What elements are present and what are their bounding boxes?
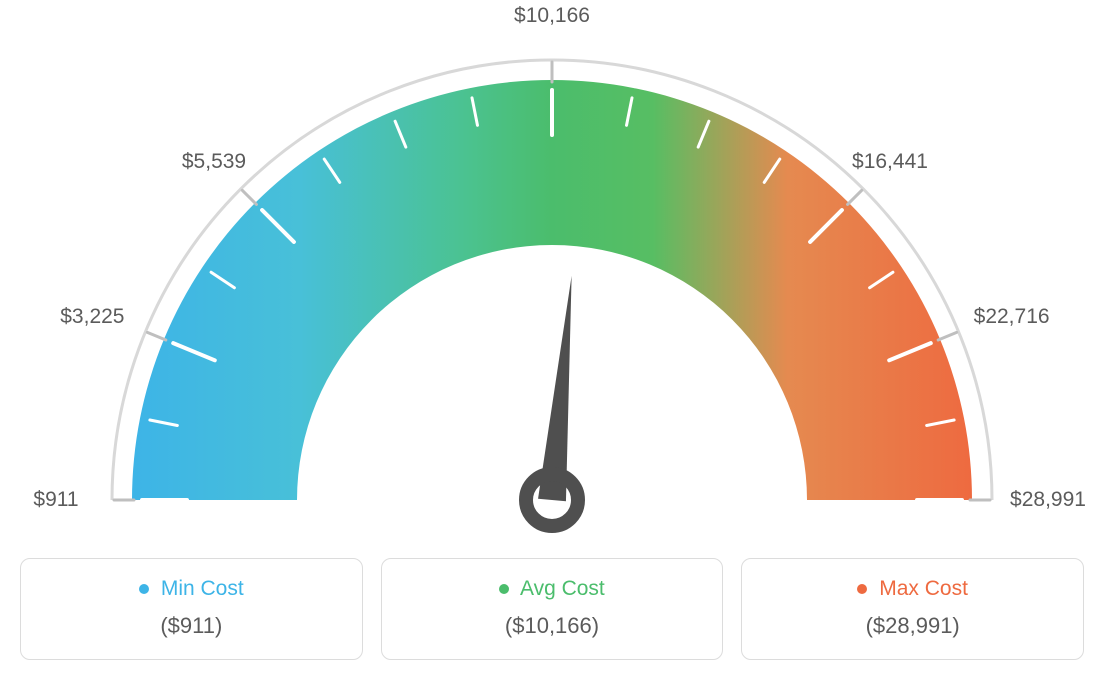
legend-card-min: Min Cost ($911) [20, 558, 363, 660]
dot-icon [139, 584, 149, 594]
gauge-tick-label: $28,991 [1010, 488, 1086, 512]
legend-title-avg-text: Avg Cost [520, 577, 605, 600]
legend-title-max-text: Max Cost [879, 577, 968, 600]
legend-value-min: ($911) [31, 613, 352, 639]
gauge-tick-label: $3,225 [60, 305, 124, 329]
legend-card-avg: Avg Cost ($10,166) [381, 558, 724, 660]
legend-title-max: Max Cost [752, 577, 1073, 601]
gauge-tick-label: $911 [33, 488, 78, 512]
dot-icon [857, 584, 867, 594]
legend-title-min-text: Min Cost [161, 577, 244, 600]
legend-value-avg: ($10,166) [392, 613, 713, 639]
gauge-tick-label: $22,716 [974, 305, 1050, 329]
gauge-tick-label: $16,441 [852, 150, 928, 174]
legend-title-avg: Avg Cost [392, 577, 713, 601]
legend-value-max: ($28,991) [752, 613, 1073, 639]
legend-row: Min Cost ($911) Avg Cost ($10,166) Max C… [20, 558, 1084, 660]
gauge-area: $911$3,225$5,539$10,166$16,441$22,716$28… [20, 20, 1084, 540]
gauge-tick-label: $10,166 [514, 4, 590, 28]
gauge-svg [20, 20, 1084, 540]
gauge-chart-container: $911$3,225$5,539$10,166$16,441$22,716$28… [20, 20, 1084, 660]
dot-icon [499, 584, 509, 594]
gauge-tick-label: $5,539 [182, 150, 246, 174]
legend-title-min: Min Cost [31, 577, 352, 601]
legend-card-max: Max Cost ($28,991) [741, 558, 1084, 660]
